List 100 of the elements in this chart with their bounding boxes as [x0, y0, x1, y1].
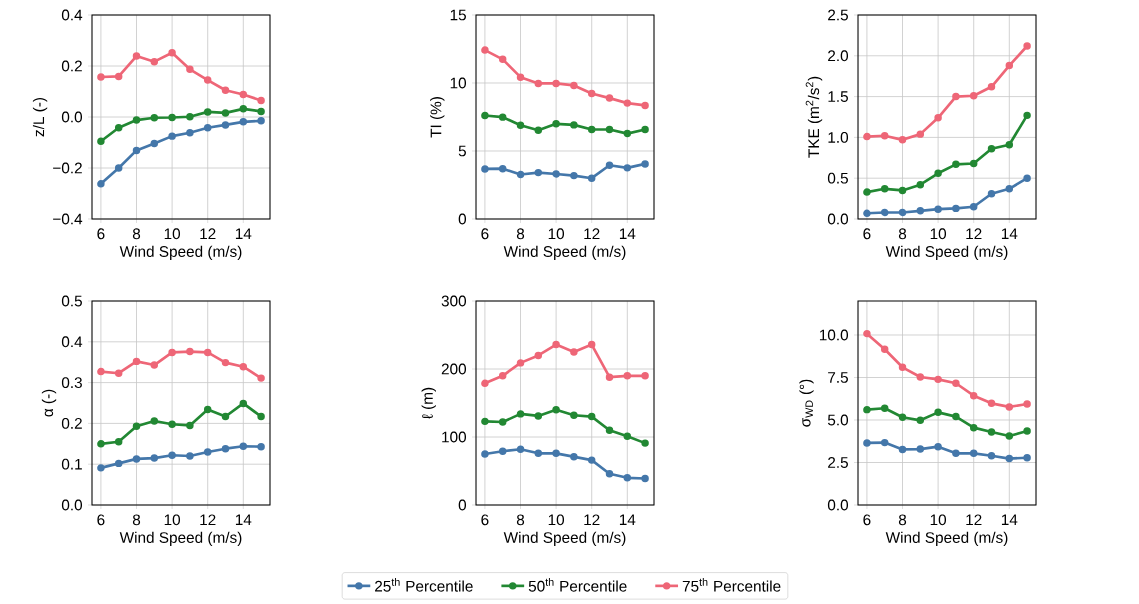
point	[168, 132, 176, 140]
point	[969, 449, 978, 458]
point	[498, 447, 507, 456]
y-tick-label: 10	[450, 77, 467, 89]
point	[934, 169, 942, 178]
y-axis-title: ℓ (m)	[421, 387, 436, 419]
point	[863, 405, 871, 414]
point	[239, 90, 248, 99]
point	[969, 159, 978, 168]
point	[498, 164, 507, 173]
point	[239, 105, 248, 113]
point	[1023, 42, 1031, 50]
point	[641, 372, 649, 380]
point	[97, 464, 105, 472]
y-tick-label: 0	[458, 499, 467, 511]
point	[534, 79, 543, 88]
x-axis-title: Wind Speed (m/s)	[119, 531, 242, 547]
y-axis-title: α (-)	[41, 389, 57, 417]
point	[239, 442, 248, 450]
point	[1023, 400, 1031, 408]
point	[203, 123, 212, 132]
x-tick-label: 10	[930, 228, 947, 240]
point	[132, 357, 141, 366]
y-tick-label: 0	[458, 213, 467, 225]
x-axis-title: Wind Speed (m/s)	[119, 245, 242, 261]
point	[498, 372, 507, 380]
point	[969, 391, 978, 400]
point	[605, 469, 614, 478]
point	[150, 57, 159, 66]
point	[1005, 185, 1014, 193]
point	[168, 49, 176, 57]
point	[481, 165, 489, 173]
point	[481, 111, 489, 120]
point	[168, 348, 176, 357]
point	[114, 459, 123, 468]
point	[863, 188, 871, 196]
point	[221, 86, 230, 94]
point	[623, 432, 632, 441]
point	[987, 451, 996, 460]
x-tick-label: 6	[97, 228, 105, 240]
x-tick-label: 14	[619, 514, 636, 525]
point	[97, 367, 105, 376]
point	[150, 114, 159, 122]
point	[114, 72, 123, 81]
point	[97, 137, 105, 145]
point	[552, 170, 560, 178]
point	[934, 375, 942, 384]
x-axis-title: Wind Speed (m/s)	[503, 531, 626, 547]
legend-label: 25$^{th}$ Percentile	[375, 577, 473, 592]
point	[257, 374, 265, 382]
y-tick-label: 0.0	[61, 111, 83, 123]
point	[952, 92, 960, 101]
point	[605, 125, 614, 134]
point	[132, 422, 141, 430]
y-tick-label: −0.2	[53, 162, 82, 174]
point	[516, 359, 525, 367]
point	[239, 399, 248, 408]
point	[605, 426, 614, 434]
point	[186, 421, 194, 430]
point	[952, 204, 960, 213]
point	[114, 369, 123, 377]
point	[952, 160, 960, 169]
x-tick-label: 12	[584, 514, 600, 526]
point	[1005, 454, 1014, 463]
point	[552, 340, 560, 349]
x-tick-label: 8	[898, 514, 907, 526]
point	[898, 445, 907, 454]
y-tick-label: 7.5	[828, 372, 848, 383]
point	[916, 416, 925, 425]
point	[898, 363, 907, 372]
point	[987, 399, 996, 408]
point	[534, 168, 543, 177]
y-axis-title: TI (%)	[430, 97, 445, 138]
point	[203, 405, 212, 414]
y-tick-label: 0.5	[61, 295, 82, 307]
point	[257, 117, 265, 125]
point	[132, 455, 141, 463]
x-tick-label: 6	[481, 228, 489, 240]
point	[498, 113, 507, 121]
point	[916, 180, 925, 189]
x-tick-label: 6	[481, 514, 489, 526]
x-axis-title: Wind Speed (m/s)	[885, 531, 1008, 547]
point	[168, 113, 176, 122]
y-tick-label: −0.4	[53, 213, 83, 225]
point	[114, 164, 123, 172]
point	[880, 208, 889, 217]
point	[880, 185, 889, 193]
x-tick-label: 12	[200, 228, 216, 240]
point	[97, 73, 105, 81]
point	[1023, 111, 1031, 120]
point	[186, 65, 194, 74]
point	[863, 209, 871, 218]
point	[481, 379, 489, 388]
point	[934, 205, 942, 213]
y-tick-label: 0.5	[827, 172, 848, 184]
point	[132, 116, 141, 124]
point	[1023, 174, 1031, 182]
point	[1005, 403, 1014, 411]
legend-label: 75$^{th}$ Percentile	[682, 577, 781, 592]
y-axis-title: σ$_{WD}$ (°)	[799, 379, 814, 427]
